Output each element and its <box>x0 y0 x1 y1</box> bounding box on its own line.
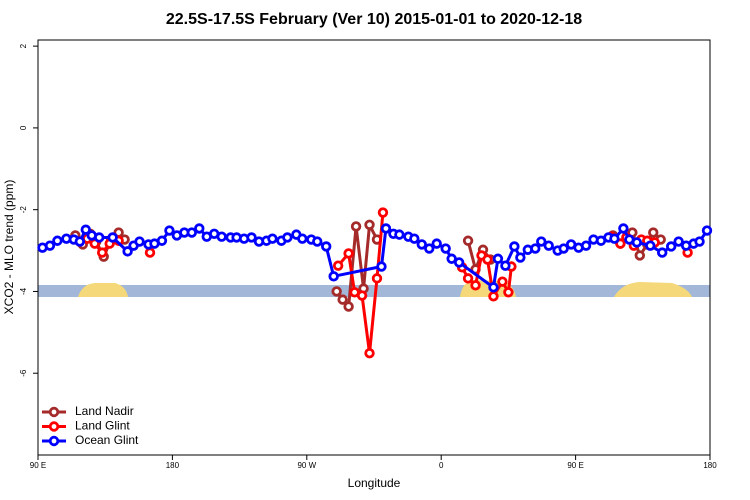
data-point <box>312 236 323 247</box>
data-point <box>122 246 133 257</box>
x-tick-label: 90 E <box>30 461 46 470</box>
data-point <box>337 294 348 305</box>
x-tick-label: 180 <box>703 461 717 470</box>
data-point <box>634 250 646 261</box>
x-axis-label: Longitude <box>348 476 401 490</box>
data-point <box>394 229 405 240</box>
legend-marker <box>48 421 60 432</box>
data-point <box>74 236 86 247</box>
legend-label: Land Glint <box>75 419 130 433</box>
data-point <box>416 239 427 250</box>
x-tick-label: 180 <box>166 461 180 470</box>
data-point <box>631 237 643 248</box>
y-axis-label: XCO2 - MLO trend (ppm) <box>2 180 16 315</box>
data-point <box>648 227 659 238</box>
data-point <box>609 233 620 244</box>
data-point <box>645 240 656 251</box>
data-point <box>328 271 339 282</box>
data-point <box>80 224 91 235</box>
data-point <box>665 241 677 252</box>
y-tick-label: -6 <box>19 369 28 377</box>
data-point <box>409 233 420 244</box>
data-point <box>364 347 375 359</box>
data-point <box>497 276 508 287</box>
y-tick-label: 2 <box>19 43 28 48</box>
data-point <box>107 232 118 243</box>
land-band <box>78 283 128 297</box>
data-point <box>164 225 175 236</box>
data-point <box>462 273 474 284</box>
data-point <box>530 243 541 254</box>
data-point <box>453 257 465 268</box>
data-point <box>462 235 474 246</box>
chart-title: 22.5S-17.5S February (Ver 10) 2015-01-01… <box>166 11 582 28</box>
data-point <box>701 225 713 236</box>
data-point <box>156 235 168 246</box>
data-point <box>371 273 383 284</box>
data-point <box>350 221 362 232</box>
data-point <box>482 254 493 265</box>
data-point <box>380 223 392 234</box>
data-point <box>618 223 629 234</box>
data-point <box>657 247 668 258</box>
data-point <box>356 290 368 301</box>
data-point <box>509 241 520 252</box>
data-point <box>488 282 499 293</box>
data-point <box>52 235 63 246</box>
legend-marker <box>48 435 60 447</box>
data-point <box>424 243 435 254</box>
data-point <box>492 253 504 264</box>
data-point <box>321 241 332 252</box>
data-point <box>558 243 569 254</box>
data-point <box>246 232 257 243</box>
data-point <box>332 260 344 271</box>
data-point <box>503 287 514 298</box>
data-point <box>134 236 145 247</box>
data-point <box>580 240 592 251</box>
legend-label: Ocean Glint <box>75 433 139 447</box>
data-point <box>144 247 156 258</box>
data-point <box>267 233 278 244</box>
data-point <box>488 291 499 302</box>
data-point <box>94 232 105 243</box>
data-point <box>44 240 56 251</box>
data-point <box>470 280 481 291</box>
data-point <box>431 238 442 249</box>
data-point <box>500 260 511 271</box>
data-point <box>440 243 451 254</box>
land-band <box>614 282 692 297</box>
legend-label: Land Nadir <box>75 404 134 418</box>
data-point <box>673 236 684 247</box>
x-tick-label: 90 W <box>297 461 316 470</box>
x-tick-label: 90 E <box>567 461 583 470</box>
data-point <box>515 252 526 263</box>
data-point <box>343 248 354 259</box>
data-point <box>343 301 354 312</box>
surface-band <box>38 280 710 297</box>
legend-marker <box>48 406 60 418</box>
data-point <box>543 240 554 251</box>
data-point <box>331 286 342 297</box>
data-point <box>536 236 547 247</box>
data-point <box>216 231 227 242</box>
data-point <box>186 227 198 238</box>
data-point <box>97 247 108 258</box>
y-tick-label: -4 <box>19 287 28 295</box>
x-tick-label: 0 <box>439 461 444 470</box>
data-point <box>694 236 705 247</box>
y-tick-label: -2 <box>19 206 28 214</box>
data-point <box>297 233 308 244</box>
data-point <box>377 207 389 218</box>
data-point <box>194 223 205 234</box>
data-point <box>376 261 387 272</box>
ocean-band <box>38 285 710 297</box>
data-point <box>364 219 375 231</box>
data-point <box>282 232 293 243</box>
y-tick-label: 0 <box>19 125 28 130</box>
